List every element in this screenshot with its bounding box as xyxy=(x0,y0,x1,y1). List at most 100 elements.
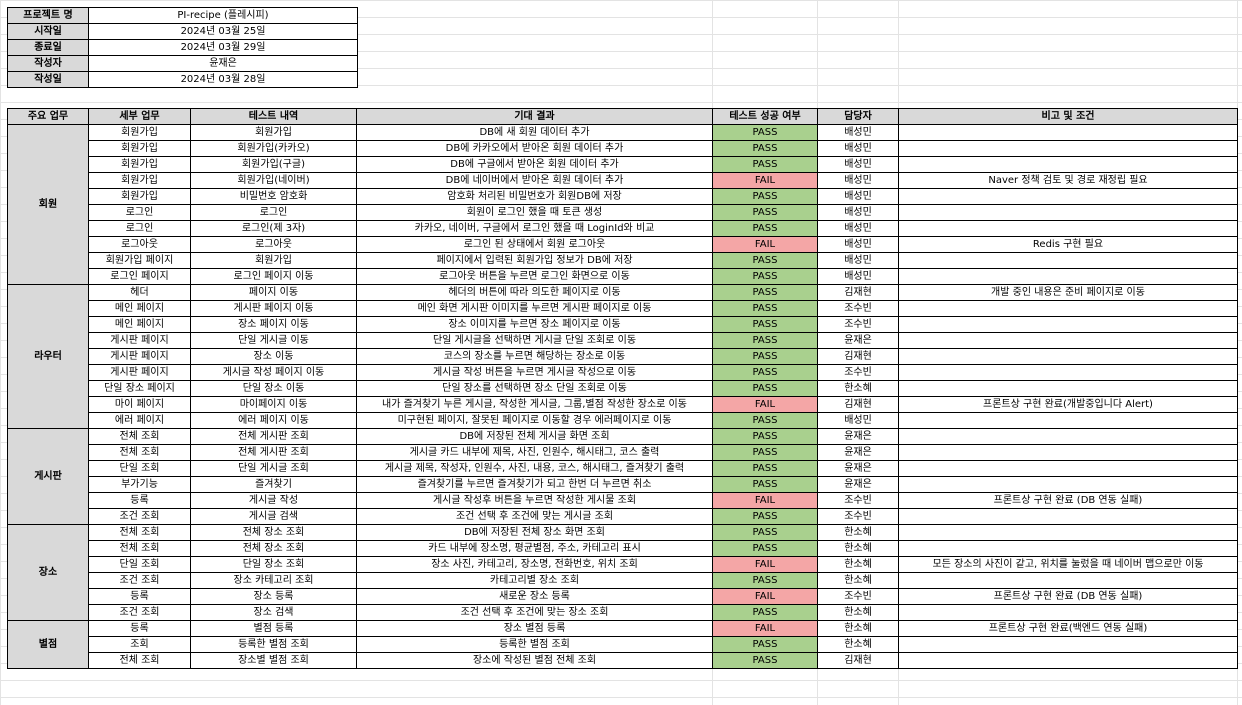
assignee-cell[interactable]: 배성민 xyxy=(817,412,899,429)
test-status-cell[interactable]: PASS xyxy=(712,188,818,205)
test-status-cell[interactable]: PASS xyxy=(712,444,818,461)
test-item-cell[interactable]: 즐겨찾기 xyxy=(190,476,357,493)
sub-task-cell[interactable]: 등록 xyxy=(88,492,191,509)
sub-task-cell[interactable]: 전체 조회 xyxy=(88,524,191,541)
expected-result-cell[interactable]: 등록한 별점 조회 xyxy=(356,636,713,653)
test-item-cell[interactable]: 전체 장소 조회 xyxy=(190,524,357,541)
assignee-cell[interactable]: 배성민 xyxy=(817,172,899,189)
expected-result-cell[interactable]: 카카오, 네이버, 구글에서 로그인 했을 때 LoginId와 비교 xyxy=(356,220,713,237)
test-status-cell[interactable]: PASS xyxy=(712,300,818,317)
sub-task-cell[interactable]: 로그인 페이지 xyxy=(88,268,191,285)
sub-task-cell[interactable]: 등록 xyxy=(88,588,191,605)
sub-task-cell[interactable]: 게시판 페이지 xyxy=(88,364,191,381)
assignee-cell[interactable]: 한소혜 xyxy=(817,380,899,397)
note-cell[interactable] xyxy=(898,428,1238,445)
test-status-cell[interactable]: PASS xyxy=(712,316,818,333)
test-status-cell[interactable]: PASS xyxy=(712,428,818,445)
note-cell[interactable] xyxy=(898,124,1238,141)
test-status-cell[interactable]: FAIL xyxy=(712,588,818,605)
expected-result-cell[interactable]: 코스의 장소를 누르면 해당하는 장소로 이동 xyxy=(356,348,713,365)
test-item-cell[interactable]: 회원가입(네이버) xyxy=(190,172,357,189)
note-cell[interactable]: 프론트상 구현 완료 (DB 연동 실패) xyxy=(898,492,1238,509)
assignee-cell[interactable]: 김재현 xyxy=(817,284,899,301)
note-cell[interactable] xyxy=(898,444,1238,461)
test-status-cell[interactable]: PASS xyxy=(712,412,818,429)
expected-result-cell[interactable]: DB에 네이버에서 받아온 회원 데이터 추가 xyxy=(356,172,713,189)
assignee-cell[interactable]: 한소혜 xyxy=(817,524,899,541)
note-cell[interactable] xyxy=(898,332,1238,349)
test-item-cell[interactable]: 장소 이동 xyxy=(190,348,357,365)
test-item-cell[interactable]: 페이지 이동 xyxy=(190,284,357,301)
note-cell[interactable] xyxy=(898,252,1238,269)
test-item-cell[interactable]: 장소 카테고리 조회 xyxy=(190,572,357,589)
note-cell[interactable] xyxy=(898,140,1238,157)
expected-result-cell[interactable]: DB에 저장된 전체 장소 화면 조회 xyxy=(356,524,713,541)
test-status-cell[interactable]: PASS xyxy=(712,460,818,477)
test-item-cell[interactable]: 게시글 작성 xyxy=(190,492,357,509)
expected-result-cell[interactable]: 장소 사진, 카테고리, 장소명, 전화번호, 위치 조회 xyxy=(356,556,713,573)
sub-task-cell[interactable]: 전체 조회 xyxy=(88,652,191,669)
assignee-cell[interactable]: 배성민 xyxy=(817,156,899,173)
note-cell[interactable]: Redis 구현 필요 xyxy=(898,236,1238,253)
sub-task-cell[interactable]: 메인 페이지 xyxy=(88,316,191,333)
expected-result-cell[interactable]: 암호화 처리된 비밀번호가 회원DB에 저장 xyxy=(356,188,713,205)
note-cell[interactable] xyxy=(898,572,1238,589)
test-item-cell[interactable]: 로그인(제 3자) xyxy=(190,220,357,237)
expected-result-cell[interactable]: 즐겨찾기를 누르면 즐겨찾기가 되고 한번 더 누르면 취소 xyxy=(356,476,713,493)
sub-task-cell[interactable]: 조회 xyxy=(88,636,191,653)
test-status-cell[interactable]: PASS xyxy=(712,284,818,301)
test-status-cell[interactable]: PASS xyxy=(712,204,818,221)
sub-task-cell[interactable]: 전체 조회 xyxy=(88,428,191,445)
sub-task-cell[interactable]: 에러 페이지 xyxy=(88,412,191,429)
sub-task-cell[interactable]: 마이 페이지 xyxy=(88,396,191,413)
note-cell[interactable]: 프론트상 구현 완료(백엔드 연동 실패) xyxy=(898,620,1238,637)
note-cell[interactable] xyxy=(898,220,1238,237)
note-cell[interactable] xyxy=(898,268,1238,285)
test-status-cell[interactable]: PASS xyxy=(712,332,818,349)
note-cell[interactable]: 개발 중인 내용은 준비 페이지로 이동 xyxy=(898,284,1238,301)
test-item-cell[interactable]: 회원가입(카카오) xyxy=(190,140,357,157)
expected-result-cell[interactable]: 헤더의 버튼에 따라 의도한 페이지로 이동 xyxy=(356,284,713,301)
expected-result-cell[interactable]: 로그인 된 상태에서 회원 로그아웃 xyxy=(356,236,713,253)
sub-task-cell[interactable]: 조건 조회 xyxy=(88,604,191,621)
sub-task-cell[interactable]: 부가기능 xyxy=(88,476,191,493)
test-status-cell[interactable]: PASS xyxy=(712,124,818,141)
column-header-cell[interactable]: 주요 업무 xyxy=(7,108,89,125)
assignee-cell[interactable]: 배성민 xyxy=(817,236,899,253)
test-status-cell[interactable]: PASS xyxy=(712,364,818,381)
sub-task-cell[interactable]: 회원가입 xyxy=(88,124,191,141)
main-task-cell[interactable]: 장소 xyxy=(7,524,89,621)
main-task-cell[interactable]: 라우터 xyxy=(7,284,89,429)
sub-task-cell[interactable]: 로그인 xyxy=(88,220,191,237)
expected-result-cell[interactable]: 새로운 장소 등록 xyxy=(356,588,713,605)
test-item-cell[interactable]: 전체 게시판 조회 xyxy=(190,428,357,445)
note-cell[interactable]: 모든 장소의 사진이 같고, 위치를 눌렀을 때 네이버 맵으로만 이동 xyxy=(898,556,1238,573)
test-status-cell[interactable]: PASS xyxy=(712,252,818,269)
note-cell[interactable] xyxy=(898,300,1238,317)
info-value-cell[interactable]: PI-recipe (플레시피) xyxy=(88,7,358,24)
sub-task-cell[interactable]: 전체 조회 xyxy=(88,444,191,461)
expected-result-cell[interactable]: 회원이 로그인 했을 때 토큰 생성 xyxy=(356,204,713,221)
test-status-cell[interactable]: PASS xyxy=(712,268,818,285)
sub-task-cell[interactable]: 조건 조회 xyxy=(88,508,191,525)
note-cell[interactable]: 프론트상 구현 완료(개발중입니다 Alert) xyxy=(898,396,1238,413)
assignee-cell[interactable]: 배성민 xyxy=(817,268,899,285)
test-status-cell[interactable]: FAIL xyxy=(712,396,818,413)
test-item-cell[interactable]: 단일 장소 조회 xyxy=(190,556,357,573)
sub-task-cell[interactable]: 회원가입 xyxy=(88,172,191,189)
main-task-cell[interactable]: 회원 xyxy=(7,124,89,285)
note-cell[interactable] xyxy=(898,316,1238,333)
test-item-cell[interactable]: 회원가입(구글) xyxy=(190,156,357,173)
test-status-cell[interactable]: PASS xyxy=(712,524,818,541)
note-cell[interactable] xyxy=(898,508,1238,525)
info-value-cell[interactable]: 2024년 03월 29일 xyxy=(88,39,358,56)
expected-result-cell[interactable]: DB에 새 회원 데이터 추가 xyxy=(356,124,713,141)
main-task-cell[interactable]: 별점 xyxy=(7,620,89,669)
test-item-cell[interactable]: 에러 페이지 이동 xyxy=(190,412,357,429)
expected-result-cell[interactable]: 장소 별점 등록 xyxy=(356,620,713,637)
expected-result-cell[interactable]: 로그아웃 버튼을 누르면 로그인 화면으로 이동 xyxy=(356,268,713,285)
note-cell[interactable] xyxy=(898,364,1238,381)
test-item-cell[interactable]: 로그인 페이지 이동 xyxy=(190,268,357,285)
assignee-cell[interactable]: 윤재은 xyxy=(817,332,899,349)
column-header-cell[interactable]: 테스트 성공 여부 xyxy=(712,108,818,125)
